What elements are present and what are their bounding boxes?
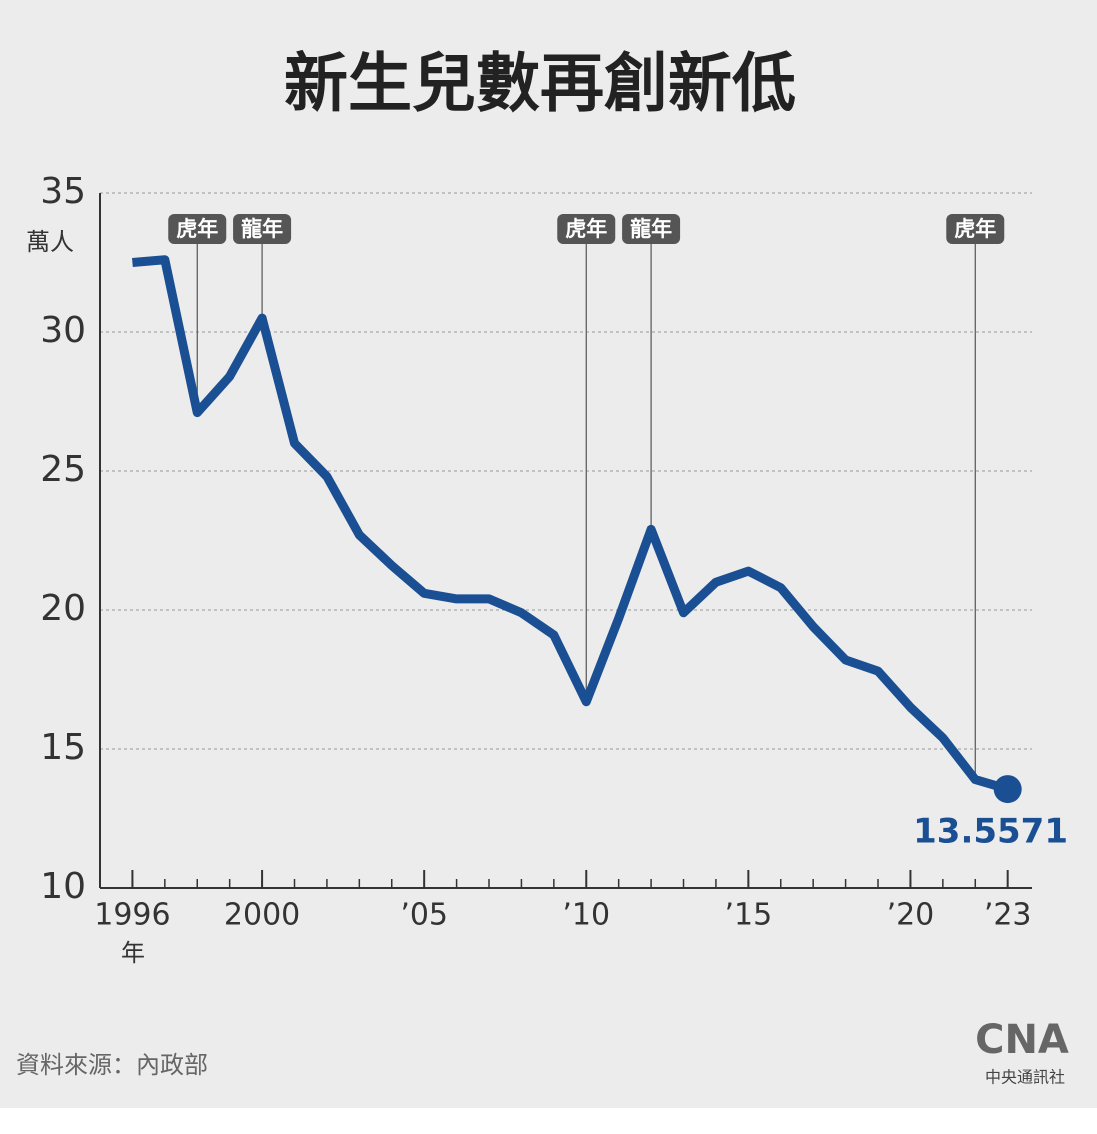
annotation-box: [622, 214, 681, 244]
source: 資料來源：內政部: [16, 1051, 208, 1079]
x-tick-label: ʼ20: [887, 898, 935, 933]
y-tick-label: 25: [40, 449, 86, 490]
logo: CNA: [975, 1017, 1069, 1063]
value-label: 13.5571: [913, 812, 1068, 852]
y-unit: 萬人: [26, 228, 74, 256]
y-tick-label: 35: [40, 171, 86, 212]
annotation-label: 龍年: [630, 217, 672, 241]
annotation-label: 龍年: [241, 217, 283, 241]
x-tick-label: 1996: [94, 898, 170, 933]
annotation-box: [168, 214, 227, 244]
y-tick-label: 30: [40, 310, 86, 351]
x-tick-label: ʼ15: [724, 898, 772, 933]
annotation-box: [946, 214, 1005, 244]
chart-title: 新生兒數再創新低: [284, 48, 796, 122]
annotation-box: [233, 214, 292, 244]
end-point: [993, 775, 1022, 804]
background: [0, 0, 1097, 1108]
x-tick-label: ʼ05: [400, 898, 448, 933]
x-tick-label: 2000: [224, 898, 300, 933]
y-tick-label: 15: [40, 727, 86, 768]
annotation-box: [557, 214, 616, 244]
line-series: [132, 255, 1009, 794]
y-tick-label: 20: [40, 588, 86, 629]
annotation-label: 虎年: [565, 217, 607, 241]
logo-caption: 中央通訊社: [985, 1068, 1065, 1087]
x-tick-label: ʼ23: [984, 898, 1032, 933]
annotation-label: 虎年: [176, 217, 218, 241]
x-unit: 年: [121, 939, 145, 967]
x-tick-label: ʼ10: [562, 898, 610, 933]
annotation-label: 虎年: [954, 217, 996, 241]
y-tick-label: 10: [40, 866, 86, 907]
